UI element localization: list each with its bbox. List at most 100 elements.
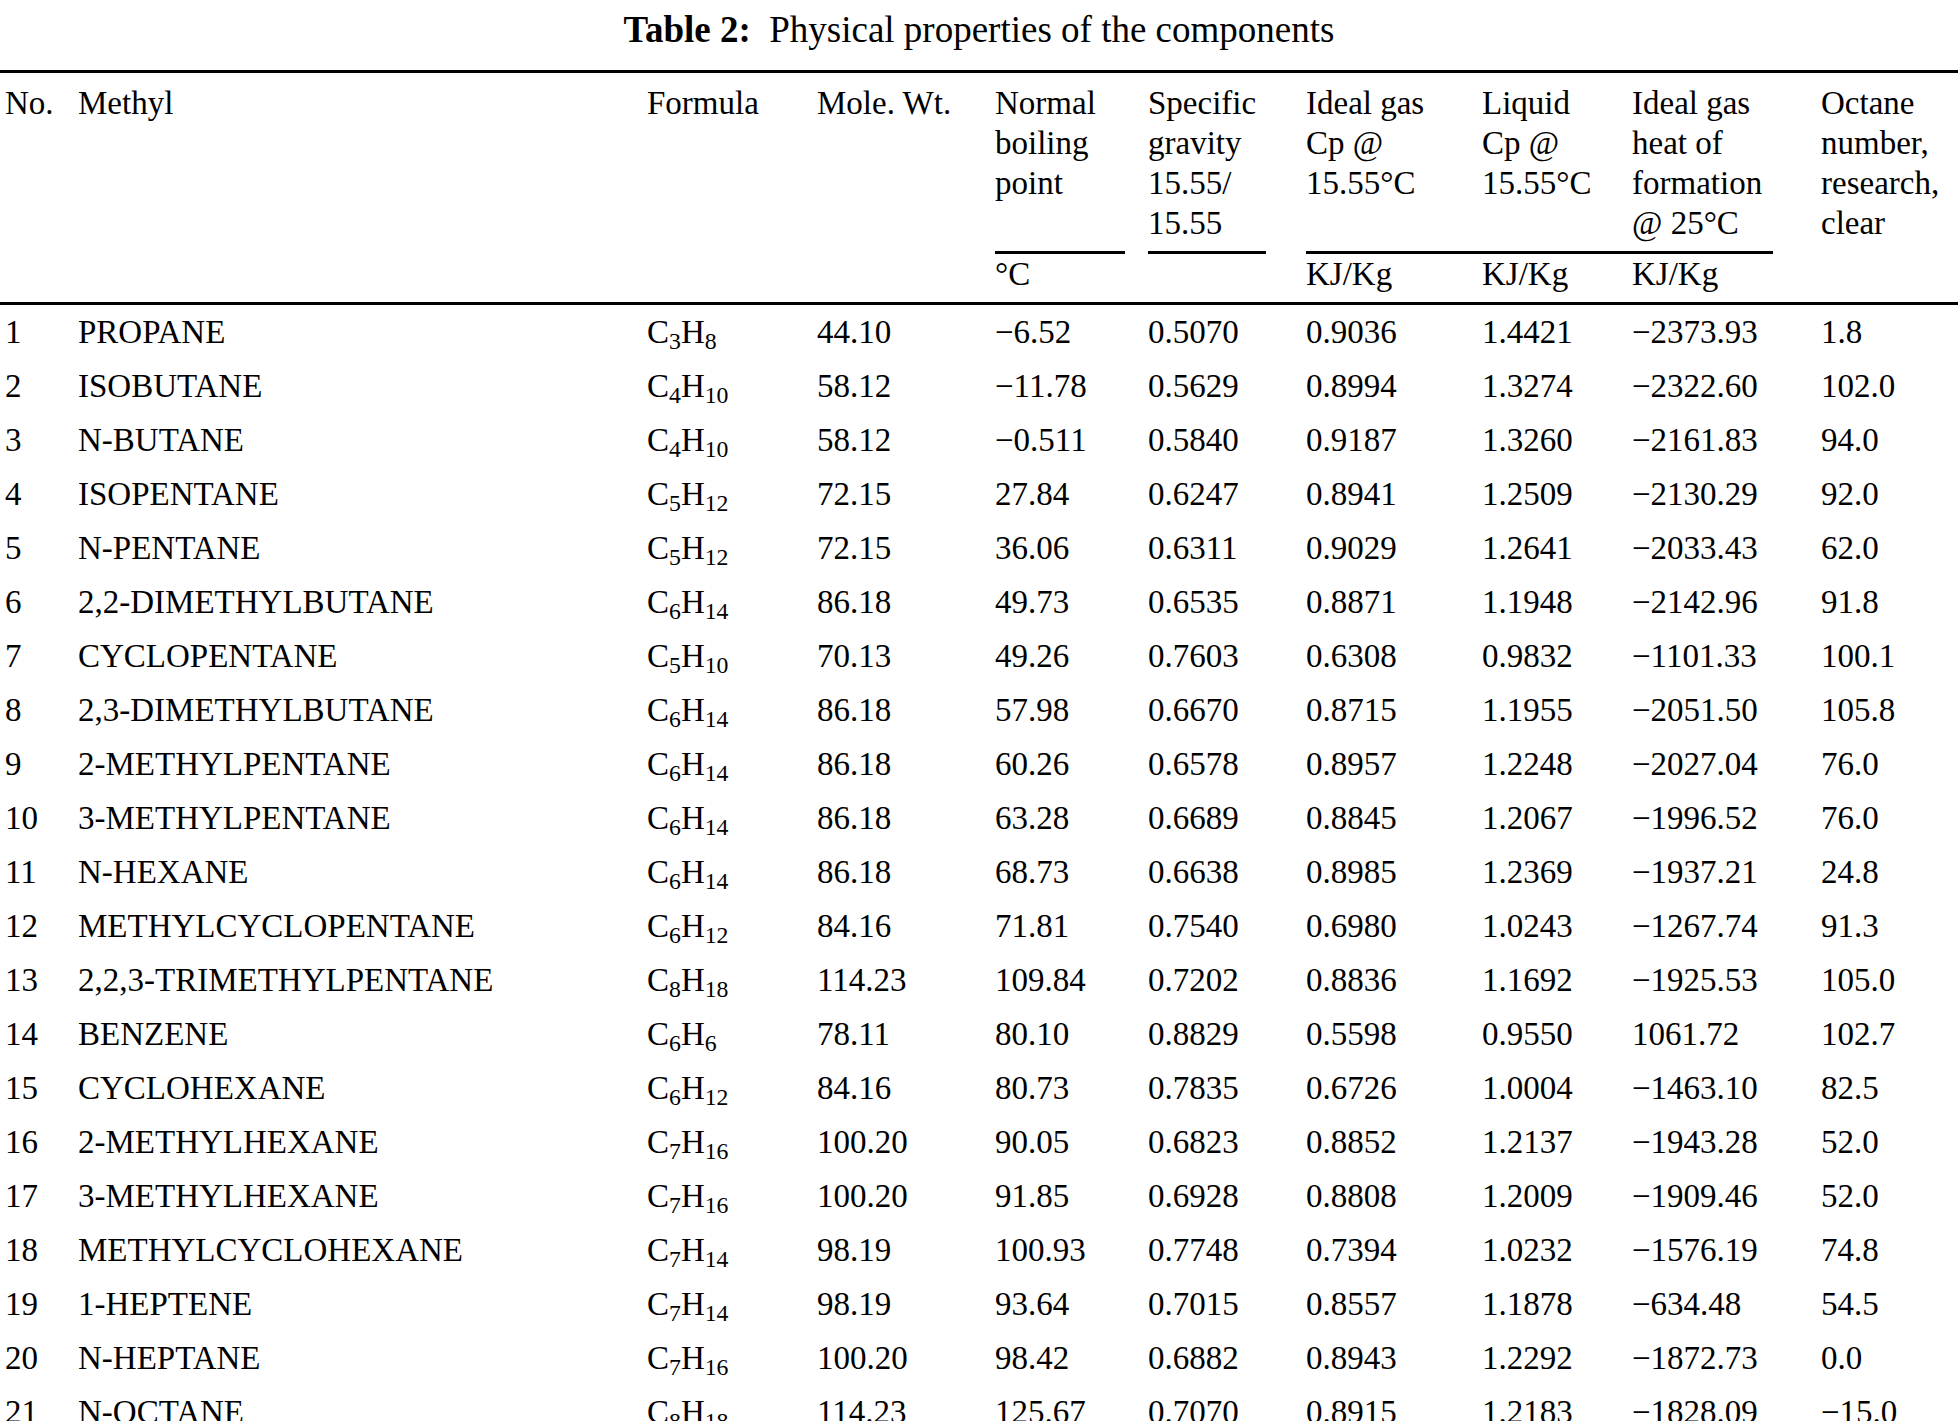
cell-ideal-gas-cp: 0.8808 [1306, 1169, 1482, 1223]
cell-octane-number: 74.8 [1821, 1223, 1958, 1277]
cell-heat-of-formation: −1101.33 [1632, 629, 1821, 683]
cell-formula: C5H10 [647, 629, 817, 683]
cell-mole-wt: 86.18 [817, 683, 995, 737]
cell-specific-gravity: 0.6823 [1148, 1115, 1306, 1169]
cell-ideal-gas-cp: 0.6308 [1306, 629, 1482, 683]
table-row: 12 METHYLCYCLOPENTANE C6H12 84.16 71.81 … [0, 899, 1958, 953]
cell-liquid-cp: 1.1878 [1482, 1277, 1632, 1331]
cell-component-name: 3-METHYLHEXANE [78, 1169, 647, 1223]
cell-octane-number: 105.8 [1821, 683, 1958, 737]
header-octane-number: Octane number, research, clear [1821, 72, 1958, 244]
cell-liquid-cp: 1.3274 [1482, 359, 1632, 413]
cell-formula: C8H18 [647, 1385, 817, 1421]
cell-mole-wt: 86.18 [817, 845, 995, 899]
cell-mole-wt: 58.12 [817, 413, 995, 467]
cell-component-name: METHYLCYCLOHEXANE [78, 1223, 647, 1277]
cell-boiling-point: 91.85 [995, 1169, 1148, 1223]
table-caption-label: Table 2: [624, 9, 751, 50]
cell-octane-number: 52.0 [1821, 1115, 1958, 1169]
cell-boiling-point: 125.67 [995, 1385, 1148, 1421]
cell-no: 3 [0, 413, 78, 467]
header-liquid-cp: Liquid Cp @ 15.55°C [1482, 72, 1632, 244]
cell-mole-wt: 114.23 [817, 953, 995, 1007]
cell-formula: C6H14 [647, 737, 817, 791]
cell-liquid-cp: 1.2369 [1482, 845, 1632, 899]
cell-liquid-cp: 1.2641 [1482, 521, 1632, 575]
cell-mole-wt: 86.18 [817, 791, 995, 845]
cell-ideal-gas-cp: 0.8852 [1306, 1115, 1482, 1169]
table-row: 3 N-BUTANE C4H10 58.12 −0.511 0.5840 0.9… [0, 413, 1958, 467]
cell-liquid-cp: 0.9832 [1482, 629, 1632, 683]
cell-component-name: ISOBUTANE [78, 359, 647, 413]
cell-octane-number: 105.0 [1821, 953, 1958, 1007]
cell-formula: C3H8 [647, 304, 817, 360]
header-boiling-point: Normal boiling point [995, 72, 1148, 244]
table-row: 18 METHYLCYCLOHEXANE C7H14 98.19 100.93 … [0, 1223, 1958, 1277]
cell-formula: C6H14 [647, 575, 817, 629]
cell-heat-of-formation: −1463.10 [1632, 1061, 1821, 1115]
cell-no: 10 [0, 791, 78, 845]
cell-liquid-cp: 1.1948 [1482, 575, 1632, 629]
cell-liquid-cp: 1.2248 [1482, 737, 1632, 791]
cell-boiling-point: −6.52 [995, 304, 1148, 360]
cell-octane-number: 76.0 [1821, 791, 1958, 845]
boiling-point-rule-cell [995, 243, 1148, 254]
cell-octane-number: 54.5 [1821, 1277, 1958, 1331]
cell-formula: C5H12 [647, 521, 817, 575]
cell-boiling-point: 49.26 [995, 629, 1148, 683]
cell-liquid-cp: 1.1692 [1482, 953, 1632, 1007]
cell-no: 11 [0, 845, 78, 899]
cell-boiling-point: 68.73 [995, 845, 1148, 899]
cell-octane-number: 82.5 [1821, 1061, 1958, 1115]
cell-specific-gravity: 0.5629 [1148, 359, 1306, 413]
cell-liquid-cp: 1.0004 [1482, 1061, 1632, 1115]
cell-liquid-cp: 1.2067 [1482, 791, 1632, 845]
table-row: 14 BENZENE C6H6 78.11 80.10 0.8829 0.559… [0, 1007, 1958, 1061]
cell-no: 7 [0, 629, 78, 683]
cell-boiling-point: 63.28 [995, 791, 1148, 845]
table-body: 1 PROPANE C3H8 44.10 −6.52 0.5070 0.9036… [0, 304, 1958, 1421]
cell-mole-wt: 100.20 [817, 1331, 995, 1385]
cell-heat-of-formation: −2142.96 [1632, 575, 1821, 629]
cell-specific-gravity: 0.5070 [1148, 304, 1306, 360]
cell-heat-of-formation: −1937.21 [1632, 845, 1821, 899]
cell-octane-number: 52.0 [1821, 1169, 1958, 1223]
cell-no: 18 [0, 1223, 78, 1277]
cell-formula: C6H12 [647, 899, 817, 953]
cell-specific-gravity: 0.6882 [1148, 1331, 1306, 1385]
cell-ideal-gas-cp: 0.8943 [1306, 1331, 1482, 1385]
unit-liquid-cp: KJ/Kg [1482, 254, 1632, 304]
cell-heat-of-formation: −1267.74 [1632, 899, 1821, 953]
cell-component-name: 1-HEPTENE [78, 1277, 647, 1331]
cell-specific-gravity: 0.6928 [1148, 1169, 1306, 1223]
cell-ideal-gas-cp: 0.8915 [1306, 1385, 1482, 1421]
cell-component-name: N-HEPTANE [78, 1331, 647, 1385]
cell-formula: C6H6 [647, 1007, 817, 1061]
cell-boiling-point: 71.81 [995, 899, 1148, 953]
table-header: No. Methyl Formula Mole. Wt. Normal boil… [0, 72, 1958, 304]
cell-component-name: ISOPENTANE [78, 467, 647, 521]
cell-ideal-gas-cp: 0.9187 [1306, 413, 1482, 467]
cell-mole-wt: 100.20 [817, 1169, 995, 1223]
cell-specific-gravity: 0.6535 [1148, 575, 1306, 629]
cell-boiling-point: 80.10 [995, 1007, 1148, 1061]
header-no: No. [0, 72, 78, 244]
table-row: 15 CYCLOHEXANE C6H12 84.16 80.73 0.7835 … [0, 1061, 1958, 1115]
cell-component-name: CYCLOPENTANE [78, 629, 647, 683]
unit-heat-of-formation: KJ/Kg [1632, 254, 1821, 304]
cell-specific-gravity: 0.7070 [1148, 1385, 1306, 1421]
cell-octane-number: 76.0 [1821, 737, 1958, 791]
cell-component-name: PROPANE [78, 304, 647, 360]
cell-ideal-gas-cp: 0.6726 [1306, 1061, 1482, 1115]
cell-heat-of-formation: 1061.72 [1632, 1007, 1821, 1061]
cell-boiling-point: 109.84 [995, 953, 1148, 1007]
cell-component-name: 2,3-DIMETHYLBUTANE [78, 683, 647, 737]
cell-boiling-point: −0.511 [995, 413, 1148, 467]
cell-no: 1 [0, 304, 78, 360]
specific-gravity-rule-cell [1148, 243, 1306, 254]
cell-heat-of-formation: −1996.52 [1632, 791, 1821, 845]
table-row: 2 ISOBUTANE C4H10 58.12 −11.78 0.5629 0.… [0, 359, 1958, 413]
page: Table 2: Physical properties of the comp… [0, 0, 1958, 1421]
cell-heat-of-formation: −2373.93 [1632, 304, 1821, 360]
cell-boiling-point: 98.42 [995, 1331, 1148, 1385]
